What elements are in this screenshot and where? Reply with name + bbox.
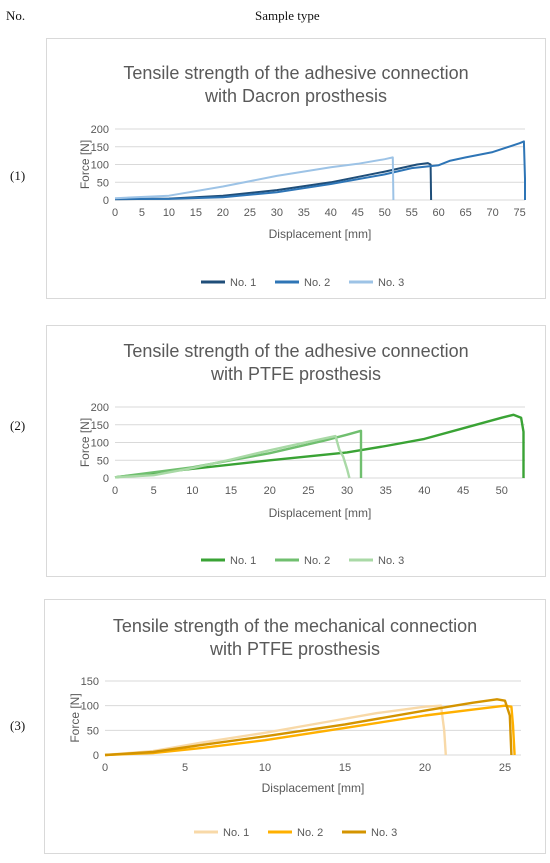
y-tick-label: 150: [91, 142, 109, 154]
chart-title-line1: Tensile strength of the adhesive connect…: [123, 341, 469, 361]
x-tick-label: 35: [380, 485, 392, 497]
x-tick-label: 20: [419, 762, 431, 774]
chart-title-line1: Tensile strength of the mechanical conne…: [112, 616, 478, 636]
x-tick-label: 65: [460, 207, 472, 219]
y-tick-label: 0: [93, 750, 99, 762]
y-tick-label: 100: [91, 160, 109, 172]
legend-label-2: No. 2: [304, 555, 330, 567]
legend-label-1: No. 1: [223, 827, 249, 839]
y-tick-label: 100: [81, 701, 99, 713]
series-line-3: [114, 434, 351, 479]
x-tick-label: 20: [264, 485, 276, 497]
x-tick-label: 0: [102, 762, 108, 774]
legend-label-3: No. 3: [378, 555, 404, 567]
x-tick-label: 70: [487, 207, 499, 219]
y-tick-label: 150: [81, 676, 99, 688]
chart-panel-3: Tensile strength of the mechanical conne…: [44, 599, 546, 854]
chart-panel-1: Tensile strength of the adhesive connect…: [46, 38, 546, 299]
chart-title-line2: with Dacron prosthesis: [204, 86, 388, 106]
chart-2: 0 50 100 150 200 0 5 10 15 20 25 30 35 40 45 50 Displace…: [78, 402, 525, 567]
x-axis-title: Displacement [mm]: [269, 506, 372, 520]
x-tick-label: 35: [298, 207, 310, 219]
y-axis-title: Force [N]: [78, 140, 92, 189]
x-tick-label: 25: [244, 207, 256, 219]
series-line-1: [104, 704, 447, 757]
y-tick-label: 150: [91, 420, 109, 432]
y-tick-label: 200: [91, 124, 109, 136]
x-tick-label: 5: [182, 762, 188, 774]
chart-3: 0 50 100 150 0 5 10 15 20 25 Displacement [mm] Forc…: [68, 676, 521, 839]
row-label-2: (2): [10, 418, 26, 433]
series-line-1: [114, 162, 433, 201]
x-tick-label: 5: [151, 485, 157, 497]
chart-title-line2: with PTFE prosthesis: [209, 639, 381, 659]
series-line-2: [115, 140, 526, 200]
y-tick-label: 50: [97, 177, 109, 189]
x-tick-label: 10: [259, 762, 271, 774]
x-tick-label: 0: [112, 207, 118, 219]
x-tick-label: 5: [139, 207, 145, 219]
legend-label-2: No. 2: [297, 827, 323, 839]
header-sample-type: Sample type: [255, 8, 320, 23]
chart-title-line2: with PTFE prosthesis: [210, 364, 382, 384]
x-tick-label: 60: [433, 207, 445, 219]
x-tick-label: 25: [302, 485, 314, 497]
y-tick-label: 50: [97, 455, 109, 467]
y-tick-label: 50: [87, 725, 99, 737]
x-tick-label: 25: [499, 762, 511, 774]
x-tick-label: 10: [186, 485, 198, 497]
legend-label-2: No. 2: [304, 277, 330, 289]
y-axis-title: Force [N]: [68, 693, 82, 742]
y-tick-label: 100: [91, 438, 109, 450]
chart-1: 0 50 100 150 200 0 5 10 15 20 25 30 35 40 45 50 55 60 65 70…: [78, 124, 526, 289]
x-tick-label: 55: [406, 207, 418, 219]
x-tick-label: 45: [352, 207, 364, 219]
x-tick-label: 10: [163, 207, 175, 219]
y-tick-label: 0: [103, 473, 109, 485]
series-line-3: [114, 156, 395, 201]
series-line-3: [104, 698, 513, 757]
x-tick-label: 75: [513, 207, 525, 219]
legend-label-3: No. 3: [378, 277, 404, 289]
series-line-2: [104, 704, 516, 757]
x-tick-label: 40: [325, 207, 337, 219]
y-axis-title: Force [N]: [78, 418, 92, 467]
x-tick-label: 50: [496, 485, 508, 497]
x-tick-label: 40: [418, 485, 430, 497]
x-tick-label: 20: [217, 207, 229, 219]
row-label-3: (3): [10, 718, 26, 733]
legend-label-1: No. 1: [230, 277, 256, 289]
x-tick-label: 45: [457, 485, 469, 497]
x-axis-title: Displacement [mm]: [269, 227, 372, 241]
series-line-1: [114, 413, 525, 479]
y-tick-label: 200: [91, 402, 109, 414]
x-tick-label: 15: [339, 762, 351, 774]
legend-label-1: No. 1: [230, 555, 256, 567]
x-tick-label: 15: [225, 485, 237, 497]
chart-title-line1: Tensile strength of the adhesive connect…: [123, 63, 469, 83]
header-no: No.: [6, 8, 26, 23]
x-tick-label: 30: [341, 485, 353, 497]
x-tick-label: 0: [112, 485, 118, 497]
chart-panel-2: Tensile strength of the adhesive connect…: [46, 325, 546, 577]
row-label-1: (1): [10, 168, 26, 183]
x-tick-label: 15: [190, 207, 202, 219]
legend-label-3: No. 3: [371, 827, 397, 839]
y-tick-label: 0: [103, 195, 109, 207]
x-tick-label: 30: [271, 207, 283, 219]
x-axis-title: Displacement [mm]: [262, 781, 365, 795]
x-tick-label: 50: [379, 207, 391, 219]
